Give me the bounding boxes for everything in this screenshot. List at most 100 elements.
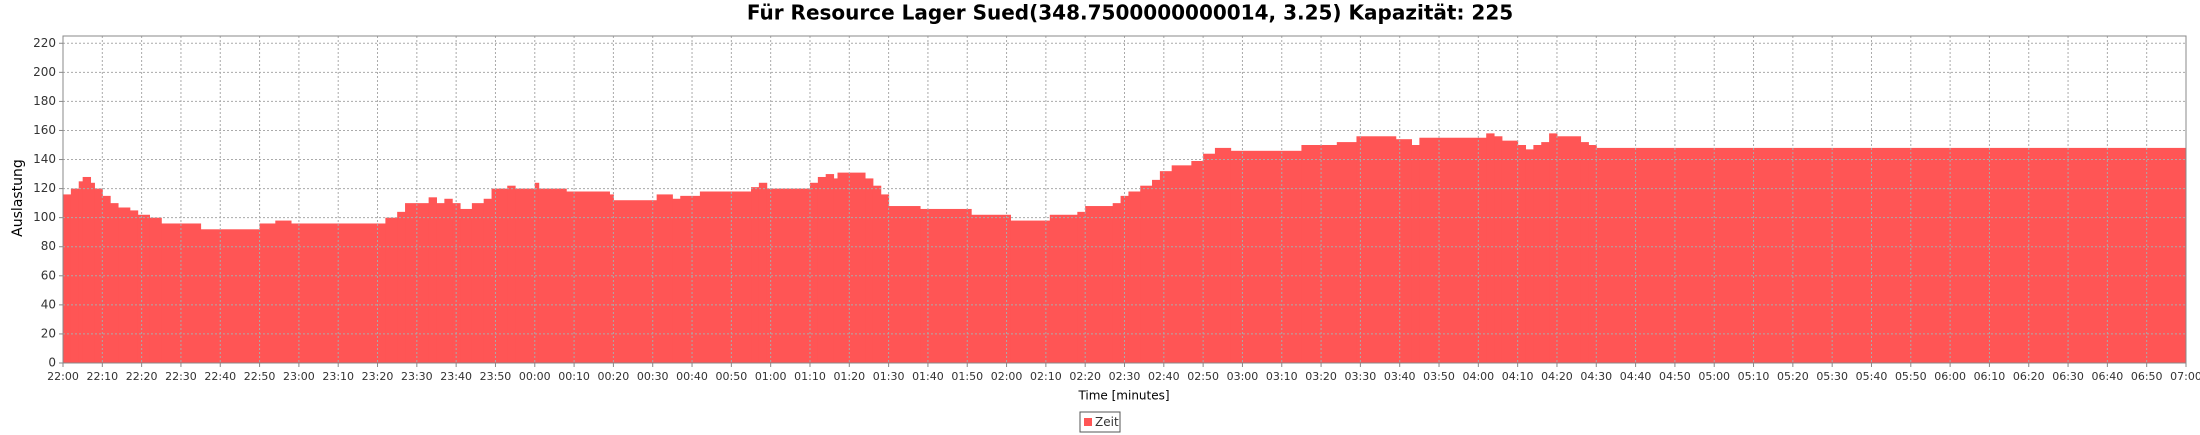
x-tick-label: 00:00 [519,370,551,383]
x-tick-label: 04:10 [1502,370,1534,383]
x-tick-label: 22:10 [86,370,118,383]
step-segment [452,203,461,363]
x-tick-label: 01:10 [794,370,826,383]
step-segment [1159,171,1173,363]
x-tick-label: 03:50 [1423,370,1455,383]
y-tick-label: 40 [41,297,56,311]
y-tick-label: 180 [33,94,56,108]
step-segment [275,220,292,363]
x-tick-label: 05:30 [1816,370,1848,383]
step-segment [1301,145,1338,363]
step-segment [1140,185,1153,363]
x-tick-label: 04:00 [1462,370,1494,383]
x-tick-label: 01:00 [755,370,787,383]
x-tick-label: 23:10 [322,370,354,383]
step-segment [397,211,406,363]
x-tick-label: 23:00 [283,370,315,383]
step-segment [817,176,827,363]
step-segment [129,210,139,363]
step-segment [1085,206,1114,363]
legend-label: Zeit [1095,415,1119,429]
x-tick-label: 06:00 [1934,370,1966,383]
plot-border [62,35,2187,364]
step-segment [1077,211,1086,363]
step-segment [825,174,835,363]
y-tick-label: 80 [41,239,56,253]
step-segment [758,182,768,363]
x-tick-label: 06:20 [2013,370,2045,383]
y-tick-label: 140 [33,152,56,166]
step-segment [90,182,95,363]
step-segment [1525,149,1534,363]
step-segment [1128,191,1141,363]
x-tick-label: 00:30 [637,370,669,383]
step-segment [507,185,516,363]
chart-title: Für Resource Lager Sued(348.750000000001… [747,1,1513,25]
x-tick-label: 00:10 [558,370,590,383]
step-segment [751,187,760,363]
step-segment [534,182,540,363]
x-tick-label: 22:00 [47,370,79,383]
x-tick-label: 07:00 [2170,370,2200,383]
y-tick-label: 120 [33,181,56,195]
x-tick-label: 03:10 [1266,370,1298,383]
x-tick-label: 01:50 [951,370,983,383]
x-tick-label: 05:00 [1698,370,1730,383]
step-segment [1517,145,1527,363]
x-tick-label: 23:30 [401,370,433,383]
y-tick-label: 220 [33,36,56,50]
step-segment [609,194,614,363]
y-tick-label: 200 [33,65,56,79]
step-segment [471,203,485,363]
step-segment [149,217,162,363]
y-axis-label: Auslastung [10,159,26,237]
step-segment [63,194,72,363]
step-segment [82,176,92,363]
step-segment [385,217,398,363]
x-tick-label: 06:40 [2092,370,2124,383]
step-segment [405,203,430,363]
step-segment [436,203,445,363]
x-tick-label: 23:20 [362,370,394,383]
x-tick-label: 04:20 [1541,370,1573,383]
step-segment [1395,139,1412,363]
y-tick-label: 160 [33,123,56,137]
x-tick-label: 02:10 [1030,370,1062,383]
y-tick-label: 100 [33,210,56,224]
step-segment [1214,147,1232,363]
step-segment [1049,214,1078,363]
step-segment [1596,147,2187,363]
step-segment [680,195,701,363]
legend: Zeit [1079,411,1121,433]
x-tick-label: 04:30 [1580,370,1612,383]
step-segment [888,206,921,363]
step-segment [920,208,972,363]
x-tick-label: 22:30 [165,370,197,383]
x-tick-label: 02:00 [991,370,1023,383]
step-segment [1203,153,1216,363]
step-segment [118,207,131,363]
step-segment [1191,160,1204,363]
step-segment [1556,136,1582,363]
x-tick-label: 04:50 [1659,370,1691,383]
y-tick-label: 60 [41,268,56,282]
x-tick-label: 06:30 [2052,370,2084,383]
step-segment [971,214,1011,363]
x-tick-label: 02:40 [1148,370,1180,383]
step-segment [94,188,103,363]
step-segment [1171,165,1192,363]
step-segment [1486,133,1495,363]
x-tick-label: 05:50 [1895,370,1927,383]
step-segment [460,208,473,363]
step-segment [78,181,84,363]
step-segment [1356,136,1397,363]
x-tick-label: 02:50 [1187,370,1219,383]
step-segment [1336,142,1357,363]
step-segment [1549,133,1558,363]
step-segment [1580,142,1589,363]
step-segment [1120,195,1129,363]
step-segment [613,200,658,363]
x-tick-label: 02:20 [1069,370,1101,383]
step-segment [1152,179,1161,363]
x-tick-label: 00:40 [676,370,708,383]
